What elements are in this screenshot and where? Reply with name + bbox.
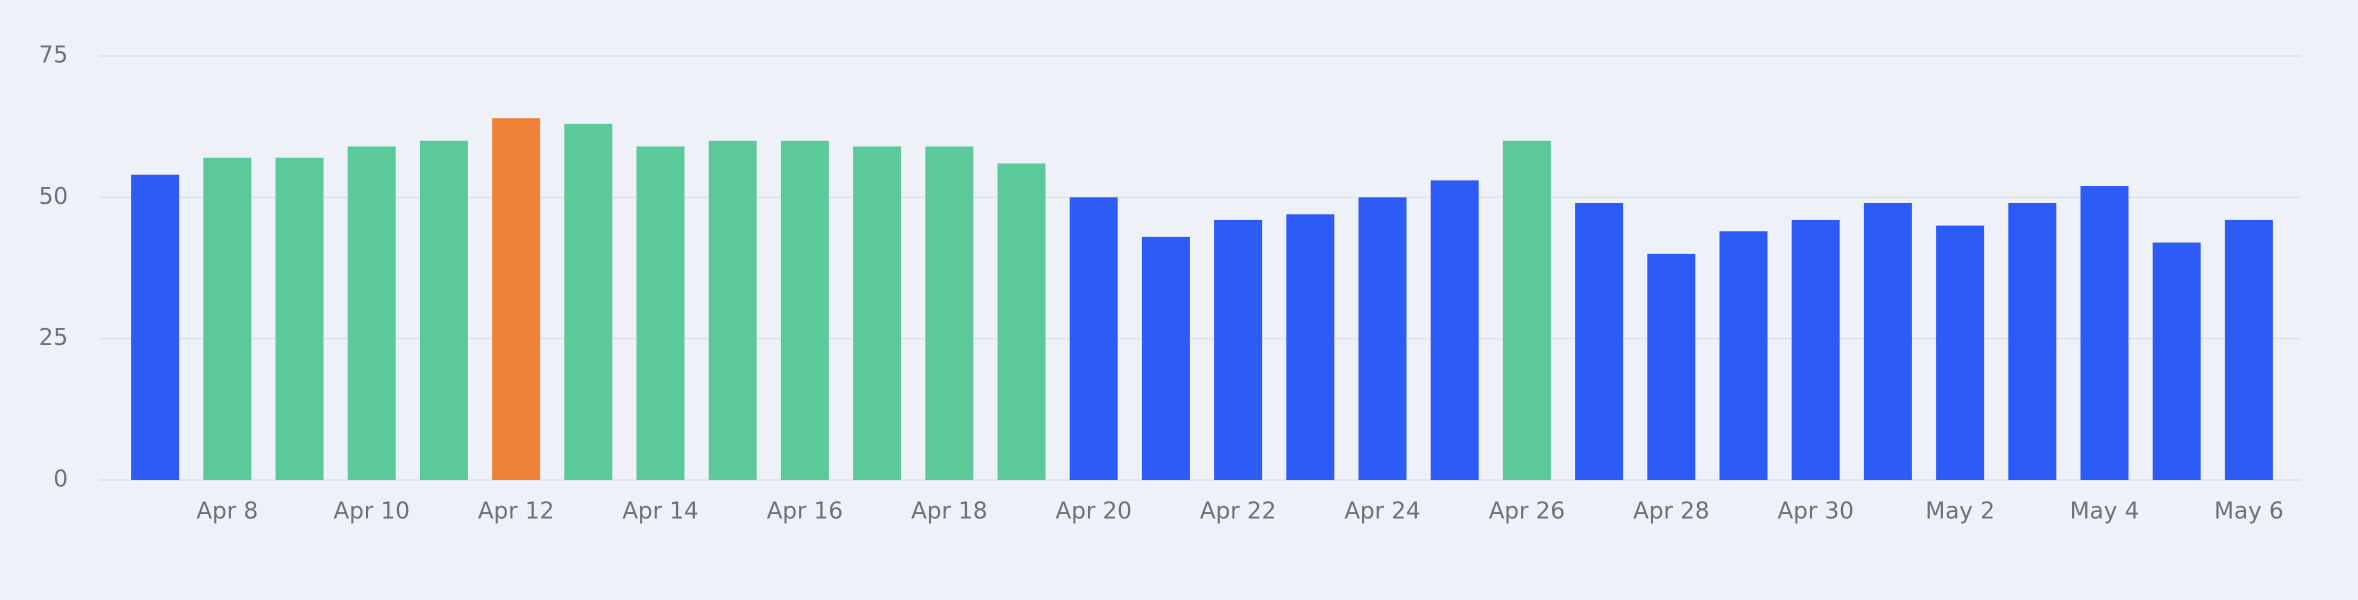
x-tick-label: Apr 14	[622, 499, 698, 525]
bar	[1502, 140, 1551, 481]
bar	[1214, 219, 1263, 481]
bar	[708, 140, 757, 481]
bar	[419, 140, 468, 481]
x-tick-label: May 2	[1925, 499, 1995, 525]
bar	[1069, 197, 1118, 481]
bar	[636, 146, 685, 480]
x-tick-label: Apr 28	[1633, 499, 1709, 525]
bar	[2152, 242, 2201, 480]
bar	[1791, 219, 1840, 481]
y-tick-label: 75	[39, 43, 68, 69]
bar	[1647, 253, 1696, 480]
y-tick-label: 25	[39, 325, 68, 351]
bar	[347, 146, 396, 480]
bar	[780, 140, 829, 481]
bar	[2008, 202, 2057, 480]
x-tick-label: Apr 10	[334, 499, 410, 525]
x-tick-label: Apr 12	[478, 499, 554, 525]
bar	[1430, 180, 1479, 480]
bar	[2224, 219, 2273, 481]
bar	[275, 157, 324, 480]
x-tick-label: Apr 8	[196, 499, 258, 525]
bar	[925, 146, 974, 480]
bar	[853, 146, 902, 480]
bar	[997, 163, 1046, 480]
bar	[1863, 202, 1912, 480]
x-tick-label: Apr 22	[1200, 499, 1276, 525]
bar	[1719, 231, 1768, 480]
x-tick-label: Apr 30	[1778, 499, 1854, 525]
y-tick-label: 0	[53, 467, 68, 493]
bar	[203, 157, 252, 480]
bar	[492, 118, 541, 480]
bar	[1936, 225, 1985, 480]
bar	[1286, 214, 1335, 480]
y-tick-label: 50	[39, 184, 68, 210]
bar	[1141, 236, 1190, 480]
x-tick-label: May 6	[2214, 499, 2284, 525]
x-tick-label: Apr 16	[767, 499, 843, 525]
x-tick-label: Apr 18	[911, 499, 987, 525]
x-tick-label: Apr 24	[1344, 499, 1420, 525]
x-tick-label: Apr 20	[1056, 499, 1132, 525]
bar	[1358, 197, 1407, 481]
bar	[1575, 202, 1624, 480]
bar	[2080, 186, 2129, 480]
bar	[564, 123, 613, 480]
x-tick-label: May 4	[2070, 499, 2140, 525]
x-tick-label: Apr 26	[1489, 499, 1565, 525]
bar	[131, 174, 180, 480]
